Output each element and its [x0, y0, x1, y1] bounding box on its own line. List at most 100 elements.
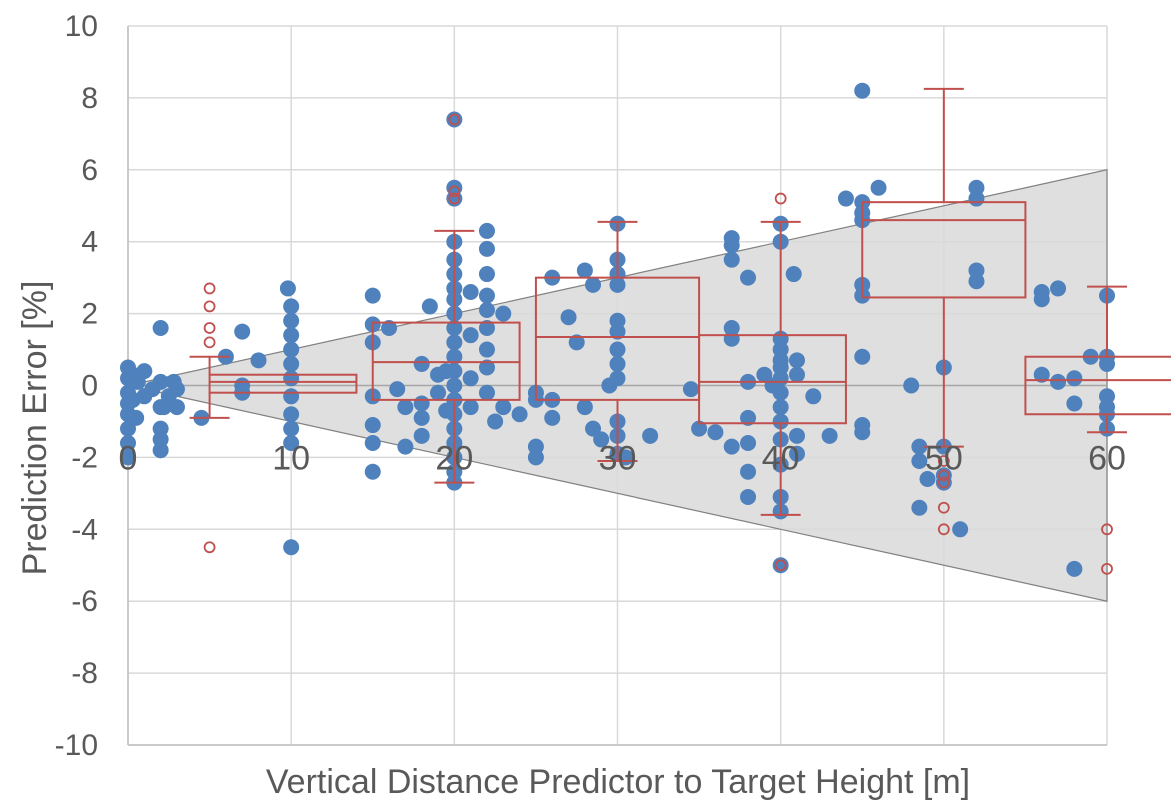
data-point [911, 499, 928, 516]
data-point [478, 341, 495, 358]
data-point [283, 539, 300, 556]
data-point [723, 330, 740, 347]
data-points [120, 82, 1115, 577]
outlier-point [203, 282, 216, 295]
box-plot [861, 87, 1027, 536]
data-point [740, 435, 757, 452]
data-point [682, 381, 699, 398]
outlier-point [937, 469, 950, 482]
outlier-point [1101, 523, 1113, 536]
data-point [968, 190, 985, 207]
x-tick-labels: 0 10 20 30 40 50 60 [119, 439, 1126, 477]
y-tick-label: -4 [71, 513, 98, 546]
data-point [120, 435, 136, 452]
data-point [707, 424, 724, 441]
data-point [788, 366, 805, 383]
data-point [364, 417, 381, 434]
data-point [495, 399, 512, 416]
outlier-point [203, 541, 216, 554]
data-point [837, 190, 854, 207]
data-point [381, 319, 398, 336]
data-point [478, 240, 495, 257]
data-point [772, 413, 789, 430]
data-point [168, 381, 185, 398]
x-tick-label: 60 [1088, 439, 1126, 477]
data-point [283, 435, 300, 452]
outlier-point [774, 192, 787, 205]
data-point [283, 388, 300, 405]
data-point [740, 409, 757, 426]
data-point [446, 348, 463, 365]
data-point [772, 370, 789, 387]
data-point [1099, 355, 1115, 372]
data-point [283, 298, 300, 315]
data-point [152, 373, 169, 390]
data-point [568, 334, 585, 351]
data-point [128, 409, 145, 426]
y-tick-labels: -10 -8 -6 -4 -2 0 2 4 6 8 10 [55, 10, 98, 762]
y-tick-label: 10 [65, 10, 98, 43]
data-point [283, 406, 300, 423]
x-tick-label: 40 [762, 439, 800, 477]
data-point [462, 327, 479, 344]
x-tick-label: 0 [119, 439, 138, 477]
box-plot [1024, 285, 1171, 575]
data-point [1033, 366, 1050, 383]
data-point [511, 406, 528, 423]
y-tick-label: 6 [81, 154, 98, 187]
data-point [854, 348, 871, 365]
box-iqr [1024, 355, 1171, 416]
data-point [919, 470, 936, 487]
data-point [805, 388, 822, 405]
data-point [413, 395, 430, 412]
y-tick-label: 8 [81, 82, 98, 115]
data-point [413, 409, 430, 426]
data-point [421, 298, 438, 315]
data-point [952, 521, 969, 538]
data-point [283, 355, 300, 372]
data-point [911, 438, 928, 455]
data-point [413, 355, 430, 372]
box-iqr [861, 201, 1027, 299]
data-point [609, 370, 626, 387]
y-tick-label: -8 [71, 657, 98, 690]
data-point [1050, 373, 1067, 390]
box-plots [189, 87, 1171, 575]
data-point [691, 420, 708, 437]
data-point [495, 305, 512, 322]
y-axis-title: Prediction Error [%] [16, 281, 54, 576]
data-point [723, 237, 740, 254]
y-tick-label: 2 [81, 298, 98, 331]
box-iqr [698, 334, 847, 425]
outlier-point [203, 322, 216, 334]
y-tick-label: 0 [81, 370, 98, 403]
data-point [772, 399, 789, 416]
data-point [478, 384, 495, 401]
data-point [234, 323, 251, 340]
data-point [642, 427, 659, 444]
data-point [168, 399, 185, 416]
data-point [478, 287, 495, 304]
data-point [283, 327, 300, 344]
box-plot [698, 192, 847, 572]
data-point [413, 427, 430, 444]
data-point [279, 280, 296, 297]
data-point [609, 341, 626, 358]
data-point [364, 435, 381, 452]
data-point [283, 312, 300, 329]
data-point [446, 377, 463, 394]
y-tick-label: -10 [55, 729, 98, 762]
outlier-point [203, 300, 216, 313]
data-point [788, 427, 805, 444]
data-point [740, 463, 757, 480]
data-point [576, 262, 593, 279]
data-point [1033, 284, 1050, 301]
data-point [544, 409, 561, 426]
data-point [723, 438, 740, 455]
data-point [446, 363, 463, 380]
data-point [609, 276, 626, 293]
outlier-point [448, 113, 461, 126]
outlier-point [203, 336, 216, 349]
data-point [1066, 395, 1083, 412]
